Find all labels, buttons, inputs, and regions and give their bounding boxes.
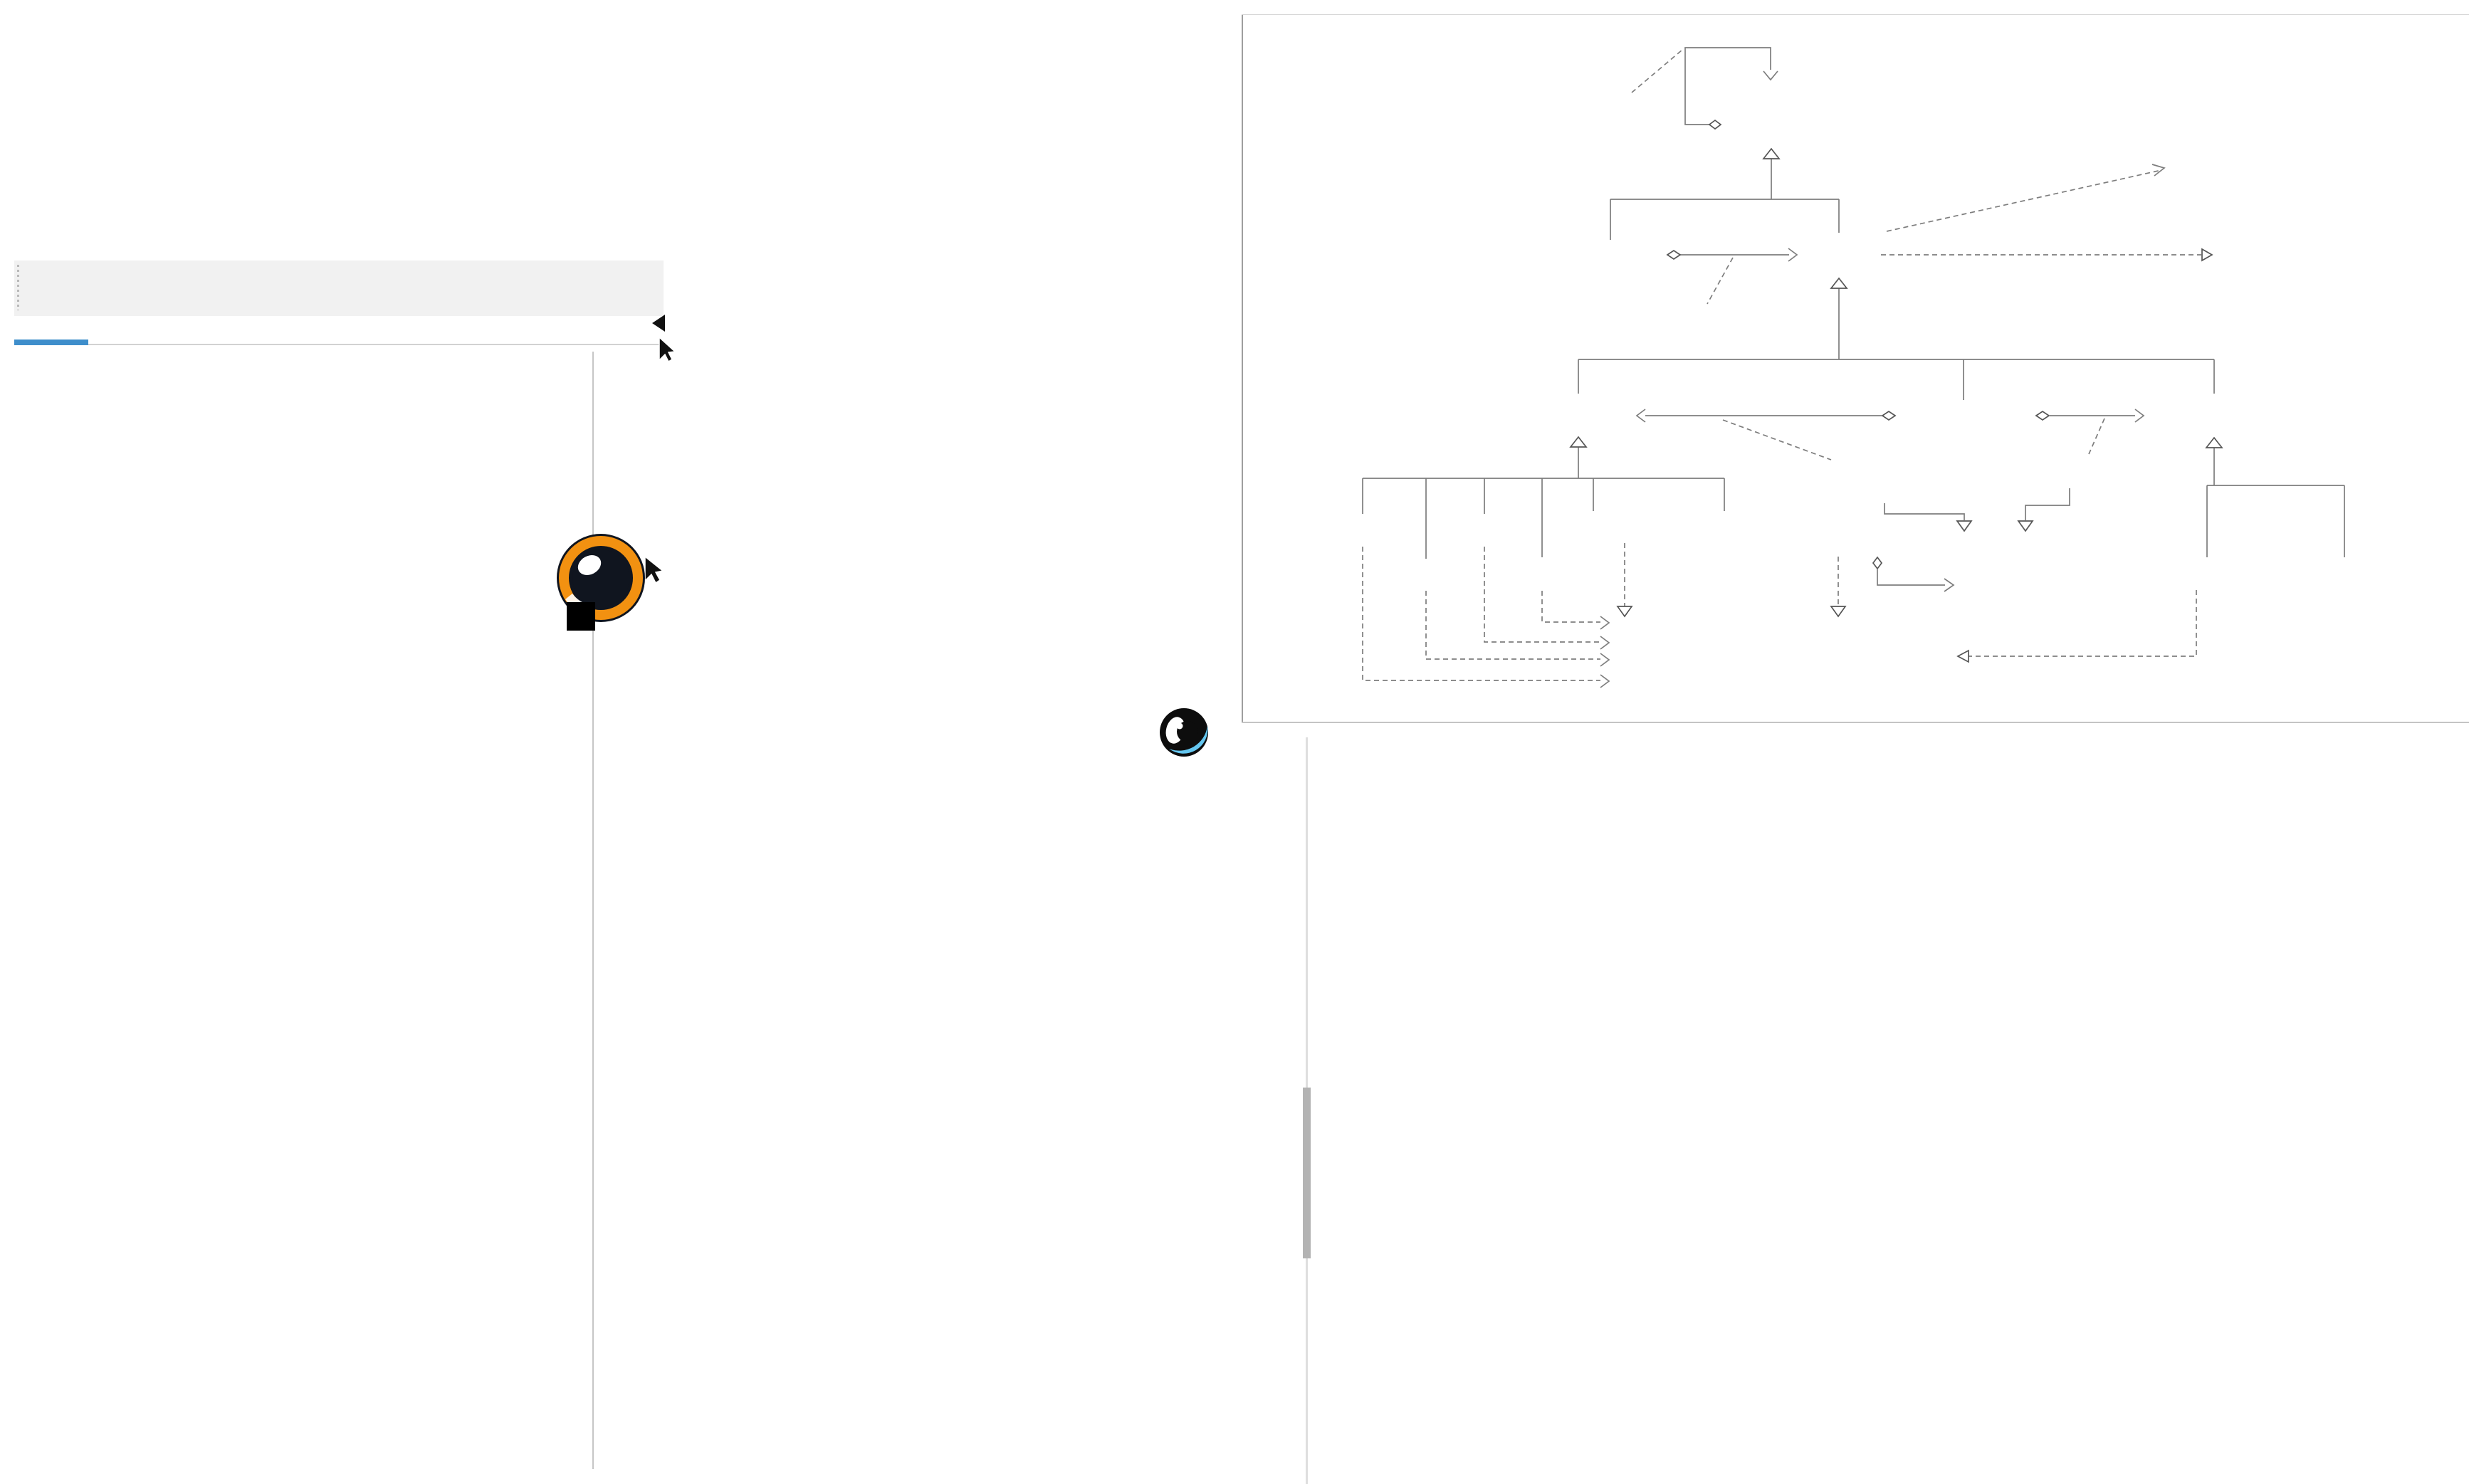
orange-eye-icon bbox=[557, 534, 645, 631]
tab-scroll-left-icon[interactable] bbox=[646, 313, 679, 363]
toolbar-grip[interactable] bbox=[17, 265, 19, 310]
toolbar bbox=[14, 261, 664, 316]
left-panel-border[interactable] bbox=[592, 352, 594, 1469]
active-tab-indicator bbox=[14, 340, 88, 345]
diagram-pane-top-border bbox=[1242, 14, 2469, 15]
blue-eye-icon bbox=[1160, 708, 1208, 757]
panel-splitter-arrow-icon[interactable] bbox=[641, 554, 669, 585]
diagram-pane-bottom-border bbox=[1242, 722, 2469, 723]
mouse-cursor-icon bbox=[659, 336, 676, 363]
diagram-pane-left-border[interactable] bbox=[1242, 14, 1243, 723]
tab-underline bbox=[14, 344, 664, 345]
middle-panel-scrollbar-thumb[interactable] bbox=[1303, 1088, 1311, 1258]
